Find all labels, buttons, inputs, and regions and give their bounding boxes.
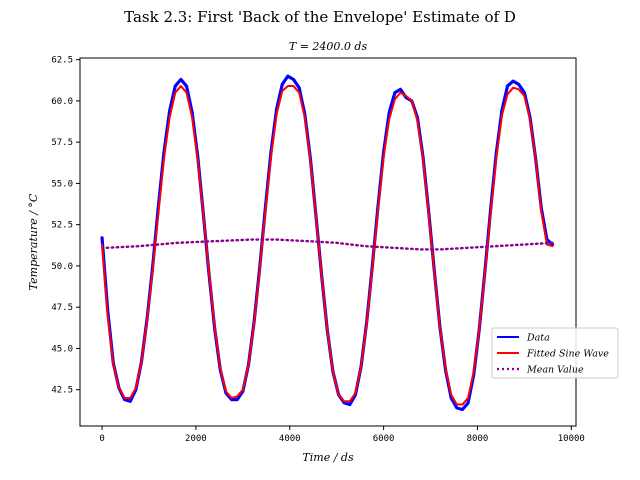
y-tick-label: 50.0: [51, 262, 73, 272]
legend-frame: [491, 327, 619, 379]
x-tick-label: 0: [99, 434, 104, 444]
y-tick-label: 47.5: [51, 303, 73, 313]
y-tick-label: 57.5: [51, 138, 73, 148]
y-tick-label: 45.0: [51, 344, 73, 354]
series-line-fitted-sine-wave: [101, 85, 554, 406]
y-tick-label: 42.5: [51, 386, 73, 396]
x-tick-label: 10000: [558, 434, 585, 444]
y-tick-label: 52.5: [51, 221, 73, 231]
y-tick-label: 62.5: [51, 56, 73, 66]
x-tick-label: 2000: [185, 434, 207, 444]
plot-area: 0 2000 4000 6000 8000 10000 42.5 45.0 47.5 50.0 5…: [51, 56, 585, 444]
x-tick-label: 6000: [373, 434, 395, 444]
legend-label-fitted-sine-wave: Fitted Sine Wave: [526, 349, 609, 360]
x-axis-ticks: 0 2000 4000 6000 8000 10000: [99, 426, 585, 444]
x-axis-label: Time / ds: [302, 451, 354, 464]
x-tick-label: 4000: [279, 434, 301, 444]
x-tick-label: 8000: [467, 434, 489, 444]
series-line-mean-value: [105, 238, 554, 251]
figure-suptitle: Task 2.3: First 'Back of the Envelope' E…: [124, 8, 516, 26]
y-axis-label: Temperature / °C: [27, 193, 40, 290]
legend: Data Fitted Sine Wave Mean Value: [491, 327, 619, 379]
y-axis-ticks: 42.5 45.0 47.5 50.0 52.5 55.0 57.5 60.0 62.5: [51, 56, 80, 396]
legend-label-data: Data: [526, 333, 550, 344]
y-tick-label: 55.0: [51, 179, 73, 189]
series-layer: [100, 74, 555, 412]
y-tick-label: 60.0: [51, 97, 73, 107]
axes-title: T = 2400.0 ds: [289, 40, 368, 53]
legend-label-mean-value: Mean Value: [526, 365, 584, 376]
plot-frame: [79, 57, 577, 427]
